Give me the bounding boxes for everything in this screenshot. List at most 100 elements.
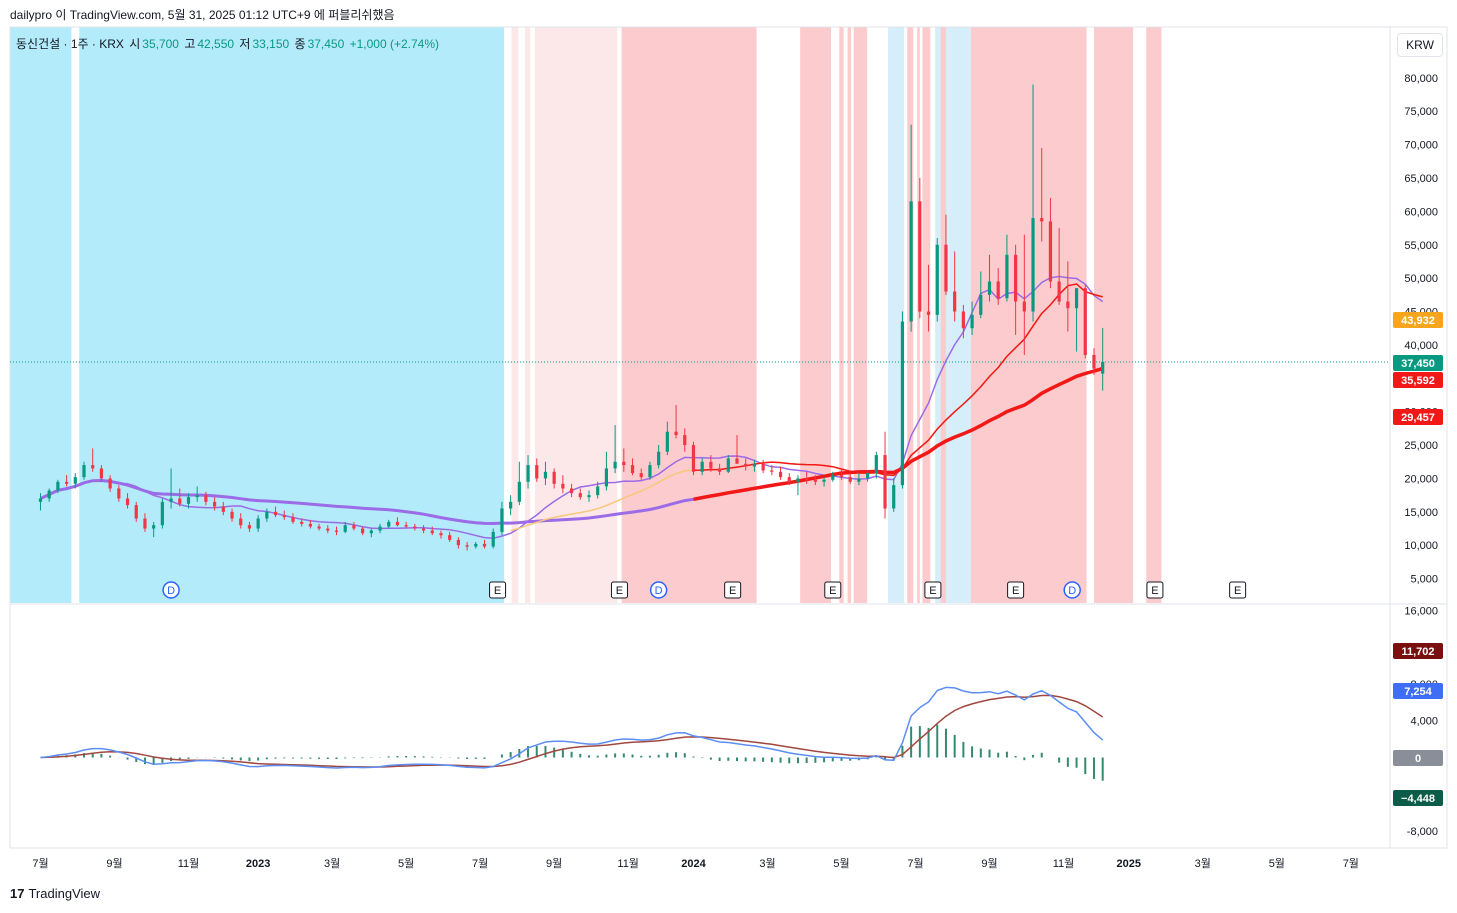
candle-body	[944, 244, 948, 292]
price-label-box	[1393, 355, 1443, 371]
candle-body	[430, 530, 434, 534]
time-tick-label: 11월	[617, 857, 639, 870]
price-label-text: 35,592	[1401, 375, 1435, 387]
candle-body	[213, 501, 217, 507]
candle-body	[421, 528, 426, 531]
candle-body	[334, 530, 339, 532]
candle-body	[500, 508, 504, 532]
candle-body	[979, 294, 983, 315]
macd-label-box	[1393, 643, 1443, 659]
candle-body	[648, 465, 652, 478]
price-tick-label: 40,000	[1404, 340, 1438, 352]
candle-body	[1014, 254, 1018, 302]
earnings-marker-icon	[724, 581, 742, 599]
candle-body	[543, 471, 548, 479]
candle-body	[465, 545, 469, 547]
candle-body	[413, 526, 417, 529]
price-label-text: 43,932	[1401, 315, 1435, 327]
candle-body	[735, 458, 739, 464]
time-tick-label: 5월	[1269, 857, 1285, 870]
candle-body	[221, 506, 225, 512]
candle-body	[900, 321, 905, 486]
earnings-marker-label: E	[494, 585, 501, 597]
candle-body	[935, 244, 939, 315]
candle-body	[186, 497, 191, 504]
time-tick-label: 7월	[472, 857, 488, 870]
time-tick-label: 7월	[907, 857, 923, 870]
macd-label-text: 7,254	[1404, 686, 1432, 698]
earnings-marker-label: E	[829, 585, 836, 597]
price-tick-label: 25,000	[1404, 440, 1438, 452]
time-tick-label: 9월	[981, 857, 997, 870]
candle-body	[613, 461, 617, 469]
candle-body	[1101, 361, 1105, 374]
candle-body	[839, 475, 844, 478]
legend-symbol[interactable]: 동신건설 · 1주 · KRX	[16, 37, 124, 51]
price-tick-label: 20,000	[1404, 473, 1438, 485]
dividend-marker-label: D	[1068, 585, 1076, 597]
candle-body	[352, 525, 356, 529]
candle-body	[970, 314, 974, 329]
time-tick-label: 2024	[681, 858, 706, 870]
candle-body	[134, 505, 138, 519]
macd-tick-label: -8,000	[1407, 826, 1438, 838]
price-label-text: 37,450	[1401, 358, 1435, 370]
tradingview-logo[interactable]: 17 TradingView	[10, 886, 100, 901]
symbol-legend: 동신건설 · 1주 · KRX 시 35,700 고 42,550 저 33,150 …	[16, 35, 441, 52]
candle-body	[996, 281, 1000, 299]
candle-body	[1074, 288, 1079, 309]
tradingview-brand: TradingView	[28, 886, 101, 901]
candle-body	[47, 490, 51, 499]
price-label-box	[1393, 312, 1443, 328]
dividend-marker-label: D	[655, 585, 663, 597]
candle-body	[587, 495, 591, 498]
regime-band	[940, 27, 946, 603]
regime-band	[621, 27, 757, 603]
candle-body	[535, 465, 539, 479]
ma-red-thick-line	[693, 366, 1104, 502]
earnings-marker-icon	[610, 581, 628, 599]
candle-body	[526, 465, 530, 482]
candle-body	[752, 463, 757, 467]
candle-body	[926, 311, 931, 315]
publish-header: dailypro 이 TradingView.com, 5월 31, 2025 …	[10, 8, 395, 22]
candle-body	[300, 521, 304, 524]
candle-body	[509, 501, 513, 509]
candle-body	[291, 517, 295, 522]
time-tick-label: 7월	[32, 857, 48, 870]
dividend-marker-icon	[649, 581, 668, 599]
price-tick-label: 60,000	[1404, 206, 1438, 218]
regime-band	[853, 27, 868, 603]
candle-body	[1005, 254, 1009, 299]
legend-low-key: 저	[239, 37, 251, 51]
candle-body	[1040, 218, 1044, 222]
legend-low: 33,150	[252, 37, 290, 51]
candle-body	[874, 455, 878, 474]
candle-body	[866, 473, 870, 479]
candle-body	[491, 531, 495, 547]
macd-line	[40, 686, 1104, 769]
regime-band	[839, 27, 844, 603]
candle-body	[195, 495, 199, 498]
candle-body	[674, 431, 678, 436]
regime-band	[1146, 27, 1162, 603]
candle-body	[247, 525, 252, 529]
candle-body	[578, 493, 582, 498]
candle-body	[448, 535, 452, 540]
candle-body	[317, 526, 321, 529]
price-label-text: 29,457	[1401, 412, 1435, 424]
currency-button[interactable]: KRW	[1397, 33, 1443, 57]
candle-body	[456, 539, 460, 546]
candle-body	[230, 511, 234, 519]
macd-label-text: 0	[1415, 753, 1421, 765]
earnings-marker-icon	[824, 581, 842, 599]
candle-body	[657, 451, 661, 466]
candle-body	[569, 488, 574, 494]
earnings-marker-label: E	[1151, 585, 1158, 597]
candle-body	[683, 435, 687, 446]
candle-body	[239, 518, 243, 526]
candle-body	[64, 481, 69, 484]
candle-body	[1083, 288, 1087, 355]
legend-change: +1,000 (+2.74%)	[349, 37, 440, 51]
